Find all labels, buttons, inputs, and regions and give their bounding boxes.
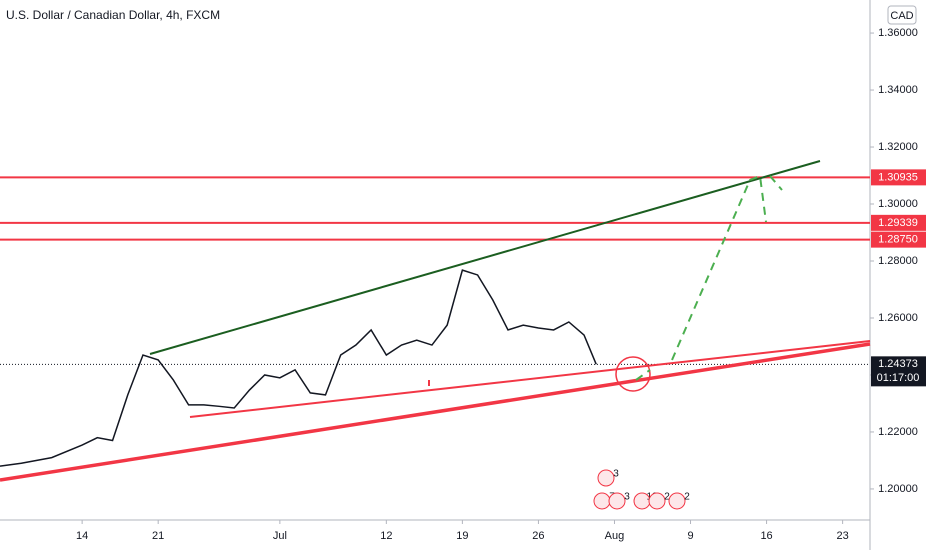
price-line [0,269,597,467]
currency-box[interactable] [887,5,917,25]
trend-line [0,342,871,482]
highlight-circle [615,356,651,392]
event-icon [668,492,686,510]
event-count: 2 [684,492,690,503]
x-tick-label: 9 [687,530,693,542]
level-label-box [871,214,926,231]
y-tick-label: 1.26000 [878,312,918,324]
currency[interactable]: CAD [890,10,913,22]
level-label: 1.29339 [878,217,918,229]
event-icon [597,469,615,487]
x-tick-label: 14 [76,530,88,542]
projection [769,175,783,191]
x-tick-label: 19 [456,530,468,542]
x-tick-label: 23 [836,530,848,542]
y-tick-label: 1.36000 [878,27,918,39]
last-price-label: 1.24373 [878,358,918,370]
event-icon [608,492,626,510]
y-tick-label: 1.28000 [878,255,918,267]
event-count: 3 [624,492,630,503]
event-icon [593,492,611,510]
y-tick-label: 1.22000 [878,426,918,438]
y-tick-label: 1.20000 [878,483,918,495]
x-tick-label: 16 [760,530,772,542]
y-tick-label: 1.34000 [878,84,918,96]
event-icon [648,492,666,510]
last-price-box [871,356,926,387]
level-label-box [871,169,926,186]
trend-line [189,340,871,418]
y-tick-label: 1.32000 [878,141,918,153]
chart-title: U.S. Dollar / Canadian Dollar, 4h, FXCM [6,8,220,22]
level-label: 1.30935 [878,171,918,183]
x-tick-label: 12 [380,530,392,542]
x-tick-label: 26 [532,530,544,542]
event-count: 2 [664,492,670,503]
y-tick-label: 1.30000 [878,198,918,210]
trend-line [149,160,821,355]
x-tick-label: Jul [273,530,287,542]
level-label-box [871,231,926,248]
x-tick-label: 21 [152,530,164,542]
x-tick-label: Aug [605,530,625,542]
projection [635,369,651,381]
level-label: 1.28750 [878,234,918,246]
projection [671,174,767,361]
countdown: 01:17:00 [877,372,920,384]
event-count: 3 [613,469,619,480]
